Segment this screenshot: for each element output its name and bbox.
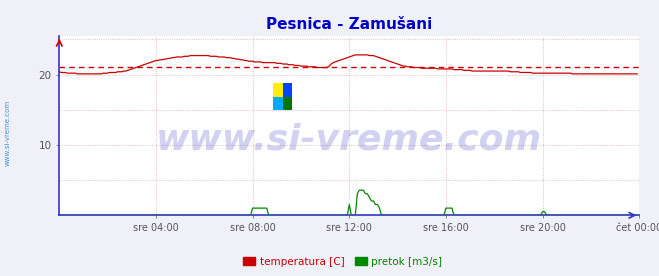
Legend: temperatura [C], pretok [m3/s]: temperatura [C], pretok [m3/s]: [239, 253, 447, 271]
Bar: [273, 97, 283, 110]
Text: www.si-vreme.com: www.si-vreme.com: [5, 99, 11, 166]
Bar: [273, 83, 283, 97]
Bar: [283, 83, 292, 97]
Text: www.si-vreme.com: www.si-vreme.com: [156, 123, 542, 157]
Title: Pesnica - Zamušani: Pesnica - Zamušani: [266, 17, 432, 32]
Bar: [283, 97, 292, 110]
